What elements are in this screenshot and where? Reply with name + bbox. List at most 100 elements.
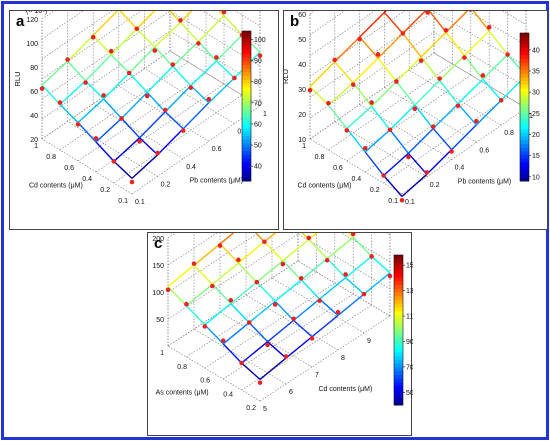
surface-line	[110, 28, 138, 56]
surface-line	[345, 255, 373, 279]
data-point	[152, 48, 158, 53]
left-tick-label: 0.8	[46, 154, 56, 161]
data-point	[180, 128, 186, 133]
data-point	[449, 149, 454, 154]
colorbar-segment	[520, 81, 529, 86]
data-point	[232, 75, 237, 81]
surface-line	[337, 293, 365, 316]
data-point	[257, 53, 263, 58]
colorbar-segment	[520, 162, 529, 167]
colorbar-segment	[242, 151, 251, 156]
surface-line	[293, 298, 321, 321]
colorbar-segment	[520, 58, 529, 64]
colorbar-segment	[242, 147, 251, 152]
data-point	[217, 243, 223, 248]
left-tick-label: 0.8	[177, 364, 187, 371]
right-axis-label: Pb contents (μM)	[190, 177, 243, 184]
surface-line	[414, 79, 441, 106]
colorbar-segment	[520, 158, 529, 163]
right-tick-label: 0.6	[479, 147, 489, 154]
colorbar-tick-label: 25	[532, 111, 540, 118]
surface-line	[395, 81, 416, 106]
colorbar-segment	[394, 258, 403, 263]
colorbar-segment	[394, 356, 403, 361]
left-axis-label: Cd contents (μM)	[298, 183, 352, 190]
colorbar-segment	[242, 49, 251, 54]
data-point	[387, 127, 393, 133]
surface-line	[136, 28, 156, 48]
surface-line	[182, 102, 210, 130]
left-axis: 1 0.8 0.6 0.4 0.2 0.1 Cd contents (μM)	[298, 143, 399, 205]
data-point	[486, 24, 492, 30]
colorbar-segment	[520, 136, 529, 141]
right-axis: 0.1 0.2 0.4 0.6 0.8 1 Pb contents (μM)	[405, 113, 533, 206]
data-point	[344, 128, 350, 133]
data-point	[137, 139, 142, 144]
colorbar-tick-label: 100	[254, 37, 266, 44]
left-tick-label: 1	[34, 143, 38, 150]
colorbar-segment	[394, 300, 403, 305]
colorbar-tick-label: 35	[532, 69, 540, 76]
colorbar-segment	[242, 169, 251, 174]
colorbar-tick-label: 90	[254, 58, 262, 65]
left-tick-label: 0.1	[388, 198, 398, 205]
grid-line	[131, 105, 261, 195]
colorbar-segment	[394, 367, 403, 372]
colorbar-segment	[242, 102, 251, 107]
surface-line	[139, 111, 166, 139]
surface-line	[439, 79, 459, 105]
surface-line	[364, 129, 391, 153]
data-point	[184, 301, 189, 307]
colorbar-segment	[242, 68, 251, 73]
grid-line	[118, 85, 209, 142]
data-point	[257, 380, 263, 385]
data-point	[246, 320, 252, 325]
data-point	[280, 261, 286, 267]
data-point	[262, 239, 267, 245]
data-point	[394, 79, 399, 84]
data-point	[326, 100, 331, 106]
right-axis-label: Pb contents (μM)	[458, 178, 511, 185]
surface-line	[377, 57, 397, 83]
data-point	[437, 76, 442, 81]
surface-line	[389, 129, 409, 154]
grid-line	[309, 52, 435, 140]
colorbar-segment	[520, 129, 529, 134]
right-tick-label: 0.8	[504, 130, 514, 137]
colorbar-segment	[520, 121, 529, 126]
surface-line	[395, 56, 422, 83]
surface-line	[267, 319, 295, 343]
colorbar-segment	[394, 322, 403, 327]
data-point	[306, 235, 312, 241]
right-tick-label: 1	[263, 111, 267, 118]
colorbar-tick-label: 150	[406, 263, 413, 270]
colorbar-segment	[394, 277, 403, 282]
data-point	[350, 233, 356, 237]
colorbar-border	[241, 30, 252, 182]
z-tick-label: 200	[152, 236, 164, 243]
grid-line	[259, 315, 391, 402]
colorbar-segment	[520, 103, 529, 108]
colorbar-segment	[242, 113, 251, 118]
grid-line	[186, 271, 317, 358]
surface-line	[445, 31, 465, 57]
data-point	[178, 18, 183, 23]
data-point	[210, 283, 215, 289]
surface-line	[92, 34, 112, 56]
z-axis-label: RLU	[13, 71, 22, 86]
colorbar-segment	[242, 166, 251, 171]
surface-line	[204, 302, 232, 326]
data-point	[357, 36, 362, 42]
left-tick-label: 0.2	[100, 187, 110, 194]
surface-line	[327, 82, 354, 106]
left-axis-label: As contents (μM)	[156, 390, 209, 397]
colorbar-segment	[242, 124, 251, 129]
colorbar-segment	[520, 125, 529, 130]
surface-line	[218, 11, 225, 17]
grid-line	[41, 11, 261, 80]
surface-line	[255, 233, 265, 243]
surface-line	[282, 238, 310, 262]
surface-line	[67, 60, 87, 82]
left-tick-label: 0.4	[82, 176, 92, 183]
surface-line	[215, 60, 235, 79]
